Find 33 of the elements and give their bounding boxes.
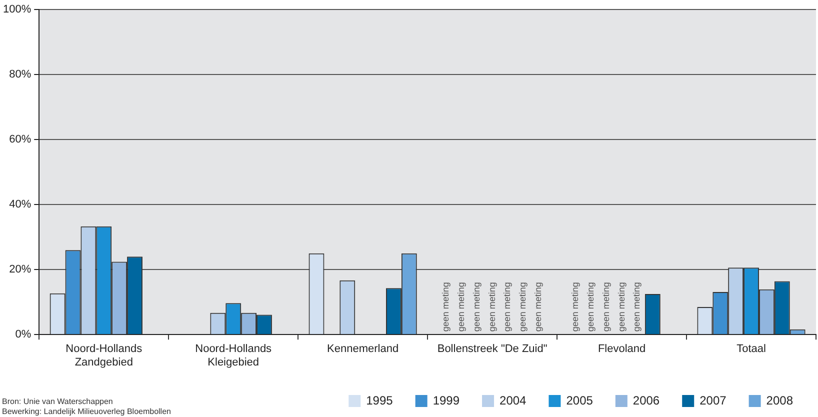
legend-label: 1999 (432, 393, 460, 408)
legend-label: 2005 (566, 393, 594, 408)
legend-label: 2006 (632, 393, 660, 408)
text: Bron: Unie van Waterschappen (2, 397, 113, 406)
text: geen meting (440, 282, 450, 332)
y-tick-label: 40% (9, 198, 32, 211)
y-tick-label: 0% (15, 328, 32, 341)
text: geen meting (486, 282, 497, 332)
x-tick-label: Kennemerland (327, 343, 399, 356)
x-tick-label: Flevoland (598, 343, 646, 356)
legend-label: 1995 (366, 393, 394, 408)
x-tick-label: Noord-Hollands Kleigebied (195, 343, 272, 368)
text: geen meting (616, 282, 626, 332)
text: geen meting (632, 282, 642, 332)
text: geen meting (471, 282, 482, 332)
legend-label: 2008 (766, 393, 794, 408)
text: geen meting (533, 282, 544, 332)
text: geen meting (502, 282, 512, 332)
legend-label: 2007 (700, 393, 727, 408)
text: geen meting (570, 282, 580, 332)
text: geen meting (456, 282, 466, 332)
legend-label: 2004 (500, 393, 527, 408)
y-tick-label: 60% (9, 134, 32, 146)
text: geen meting (600, 282, 611, 332)
x-tick-label: Noord-Hollands Zandgebied (66, 343, 143, 368)
y-tick-label: 20% (9, 264, 32, 276)
x-tick-label: Bollenstreek "De Zuid" (437, 343, 548, 356)
y-tick-label: 80% (9, 68, 32, 81)
text: geen meting (585, 282, 596, 332)
x-tick-label: Totaal (736, 343, 766, 356)
y-tick-label: 100% (2, 4, 32, 16)
text: Bewerking: Landelijk Milieuoverleg Bloembollen (2, 407, 171, 416)
text: geen meting (518, 282, 528, 332)
